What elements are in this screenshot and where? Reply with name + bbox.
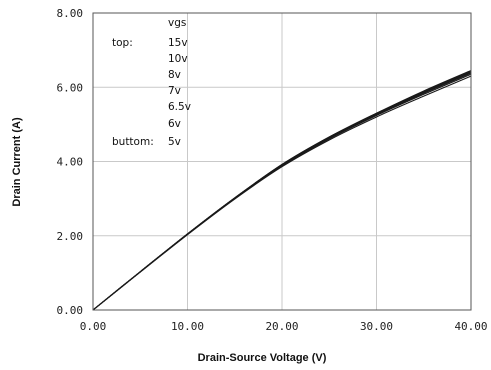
y-tick-label: 2.00 [57, 230, 84, 243]
y-tick-label: 6.00 [57, 81, 84, 94]
x-tick-label: 0.00 [80, 320, 107, 333]
series-lines [92, 70, 472, 311]
legend-entry: 5v [168, 136, 181, 148]
y-tick-label: 4.00 [57, 156, 84, 169]
x-tick-label: 20.00 [265, 320, 298, 333]
legend-entry: 6.5v [168, 101, 191, 113]
legend: vgs top: buttom: 15v 10v 8v 7v 6.5v 6v 5… [112, 17, 191, 148]
series-line [92, 75, 472, 311]
y-axis-title: Drain Current (A) [11, 117, 23, 207]
legend-entry: 7v [168, 85, 181, 97]
legend-entry: 8v [168, 69, 181, 81]
legend-entry: 6v [168, 118, 181, 130]
x-tick-label: 10.00 [171, 320, 204, 333]
legend-header: vgs [168, 17, 186, 29]
x-tick-label: 30.00 [360, 320, 393, 333]
tick-labels: 0.00 10.00 20.00 30.00 40.00 0.00 2.00 4.00 6.00… [57, 7, 488, 333]
y-tick-label: 8.00 [57, 7, 84, 20]
legend-entry: 15v [168, 37, 188, 49]
legend-entry: 10v [168, 53, 188, 65]
legend-top-label: top: [112, 37, 133, 49]
legend-bottom-label: buttom: [112, 136, 154, 148]
plot-frame [92, 12, 472, 311]
y-tick-label: 0.00 [57, 304, 84, 317]
grid [92, 12, 472, 311]
x-axis-title: Drain-Source Voltage (V) [198, 352, 327, 364]
x-tick-label: 40.00 [454, 320, 487, 333]
